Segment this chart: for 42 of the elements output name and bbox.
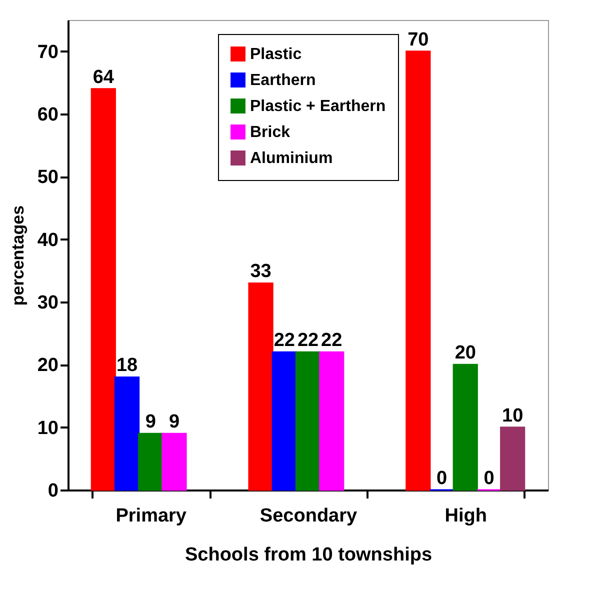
- data-label: 0: [484, 468, 494, 489]
- data-label: 22: [297, 330, 319, 352]
- data-label: 18: [116, 355, 138, 376]
- bar: [295, 351, 321, 491]
- data-label: 70: [408, 29, 429, 50]
- bar: [406, 50, 431, 491]
- y-tick-label: 10: [37, 418, 58, 439]
- data-label: 9: [168, 412, 180, 433]
- legend-label: Earthern: [250, 72, 316, 89]
- data-label: 9: [145, 412, 156, 433]
- x-tick-label: Secondary: [260, 506, 358, 526]
- legend-label: Plastic: [250, 46, 302, 63]
- x-tick-label: High: [444, 506, 487, 526]
- bar: [138, 432, 164, 491]
- x-tick-label: Primary: [116, 506, 187, 526]
- data-label: 20: [454, 342, 476, 364]
- y-axis-title: percentages: [8, 205, 28, 306]
- bar: [90, 88, 116, 491]
- data-label: 22: [321, 330, 342, 352]
- data-label: 22: [274, 330, 295, 352]
- x-axis-title: Schools from 10 townships: [184, 544, 432, 566]
- data-label: 33: [250, 261, 272, 282]
- data-label: 10: [502, 405, 524, 426]
- legend-label: Aluminium: [250, 150, 333, 167]
- y-tick-label: 0: [48, 480, 58, 502]
- data-label: 64: [92, 66, 114, 88]
- y-tick-label: 70: [37, 42, 58, 63]
- bar: [162, 432, 187, 491]
- legend-label: Plastic + Earthern: [250, 98, 386, 115]
- y-tick-label: 30: [37, 292, 58, 314]
- legend-label: Brick: [250, 124, 290, 141]
- y-tick-label: 50: [37, 167, 58, 188]
- bar: [272, 351, 297, 491]
- data-label: 0: [436, 468, 448, 489]
- y-tick-label: 20: [37, 355, 58, 376]
- bar: [114, 376, 140, 491]
- bar: [248, 282, 274, 491]
- bar: [452, 364, 478, 491]
- bar: [319, 351, 344, 491]
- bar: [500, 426, 526, 491]
- y-tick-label: 40: [37, 230, 58, 251]
- y-tick-label: 60: [37, 104, 58, 126]
